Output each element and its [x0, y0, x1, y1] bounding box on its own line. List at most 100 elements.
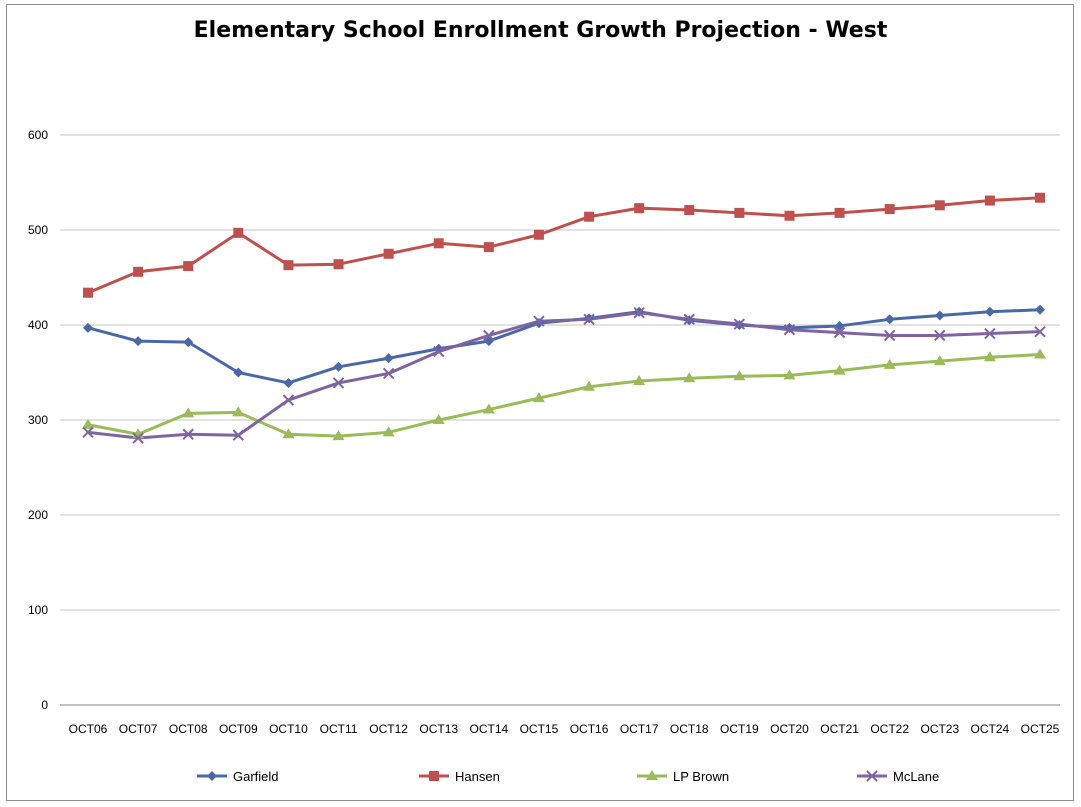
y-tick-label: 200: [28, 508, 48, 522]
data-point-mclane: [132, 432, 144, 444]
x-tick-label: OCT15: [520, 722, 559, 736]
legend-marker-garfield: [207, 771, 217, 781]
series-markers: [82, 192, 1046, 444]
data-point-mclane: [984, 327, 996, 340]
chart-frame: [6, 4, 1074, 801]
data-point-garfield: [533, 318, 544, 329]
data-point-mclane: [733, 318, 746, 330]
legend-marker-lp-brown: [646, 770, 658, 780]
data-point-lp-brown: [1034, 348, 1046, 359]
data-point-garfield: [884, 314, 895, 325]
data-point-hansen: [934, 200, 945, 211]
series-lines: [87, 196, 1041, 440]
data-point-lp-brown: [933, 355, 946, 366]
data-point-garfield: [984, 306, 995, 317]
data-point-hansen: [533, 229, 544, 240]
data-point-hansen: [884, 204, 895, 215]
data-point-mclane: [1034, 325, 1046, 338]
data-point-mclane: [683, 313, 695, 326]
data-point-lp-brown: [182, 407, 195, 418]
data-point-lp-brown: [733, 370, 746, 381]
data-point-lp-brown: [482, 403, 495, 414]
y-tick-label: 300: [28, 413, 48, 427]
data-point-mclane: [533, 315, 545, 327]
x-tick-label: OCT12: [369, 722, 408, 736]
data-point-mclane: [583, 313, 595, 326]
x-tick-label: OCT14: [469, 722, 508, 736]
data-point-lp-brown: [382, 426, 395, 437]
data-point-mclane: [332, 377, 345, 389]
y-tick-label: 400: [28, 318, 48, 332]
data-point-hansen: [684, 205, 695, 216]
data-point-garfield: [784, 322, 795, 333]
data-point-lp-brown: [633, 375, 646, 386]
data-point-mclane: [182, 428, 194, 440]
x-tick-label: OCT09: [219, 722, 258, 736]
y-tick-label: 500: [28, 223, 48, 237]
data-point-hansen: [283, 260, 294, 271]
data-point-lp-brown: [332, 430, 345, 441]
series-line-mclane: [87, 311, 1041, 440]
data-point-garfield: [934, 310, 945, 321]
legend-label-garfield: Garfield: [233, 769, 279, 784]
x-tick-label: OCT20: [770, 722, 809, 736]
data-point-hansen: [433, 238, 444, 249]
data-point-garfield: [233, 367, 244, 378]
data-point-mclane: [934, 329, 946, 342]
x-tick-label: OCT07: [119, 722, 158, 736]
data-point-mclane: [382, 367, 395, 380]
x-tick-label: OCT23: [920, 722, 959, 736]
data-point-mclane: [433, 345, 445, 358]
data-point-hansen: [734, 207, 745, 218]
data-point-garfield: [333, 361, 344, 372]
data-point-lp-brown: [983, 351, 996, 362]
data-point-hansen: [483, 242, 494, 253]
data-point-garfield: [283, 377, 294, 388]
x-tick-label: OCT19: [720, 722, 759, 736]
data-point-mclane: [483, 329, 495, 342]
data-point-hansen: [383, 248, 394, 259]
gridlines: [60, 134, 1060, 706]
data-point-hansen: [333, 259, 344, 270]
x-tick-label: OCT06: [69, 722, 108, 736]
y-tick-label: 0: [41, 698, 48, 712]
data-point-mclane: [82, 426, 94, 439]
legend-marker-mclane: [866, 770, 878, 782]
x-tick-label: OCT16: [570, 722, 609, 736]
x-tick-label: OCT18: [670, 722, 709, 736]
data-point-lp-brown: [883, 358, 896, 369]
data-point-lp-brown: [583, 380, 596, 391]
data-point-mclane: [883, 329, 896, 342]
data-point-lp-brown: [432, 414, 445, 424]
data-point-hansen: [984, 195, 995, 206]
data-point-garfield: [183, 337, 194, 348]
data-point-mclane: [833, 326, 846, 339]
data-point-hansen: [584, 211, 595, 222]
data-point-hansen: [183, 261, 194, 272]
legend-label-mclane: McLane: [893, 769, 939, 784]
series-line-hansen: [87, 196, 1041, 295]
data-point-garfield: [1035, 304, 1045, 315]
x-tick-label: OCT08: [169, 722, 208, 736]
data-point-lp-brown: [282, 428, 295, 439]
data-point-hansen: [233, 227, 244, 238]
data-point-mclane: [633, 306, 645, 319]
data-point-lp-brown: [683, 372, 696, 383]
chart-title: Elementary School Enrollment Growth Proj…: [193, 18, 888, 43]
data-point-hansen: [83, 287, 93, 298]
legend-label-hansen: Hansen: [455, 769, 500, 784]
x-tick-label: OCT24: [971, 722, 1010, 736]
data-point-garfield: [83, 322, 93, 333]
legend-marker-hansen: [429, 771, 439, 781]
x-tick-label: OCT17: [620, 722, 659, 736]
series-line-lp-brown: [87, 352, 1041, 438]
data-point-mclane: [232, 429, 245, 441]
data-point-garfield: [133, 336, 144, 347]
x-tick-label: OCT11: [320, 722, 358, 736]
y-tick-label: 100: [28, 603, 48, 617]
x-axis-labels: OCT06 OCT07 OCT08 OCT09 OCT10 OCT11 OCT12 OCT13…: [69, 722, 1060, 736]
data-point-hansen: [634, 203, 645, 214]
data-point-garfield: [433, 343, 444, 354]
data-point-hansen: [1035, 192, 1045, 203]
